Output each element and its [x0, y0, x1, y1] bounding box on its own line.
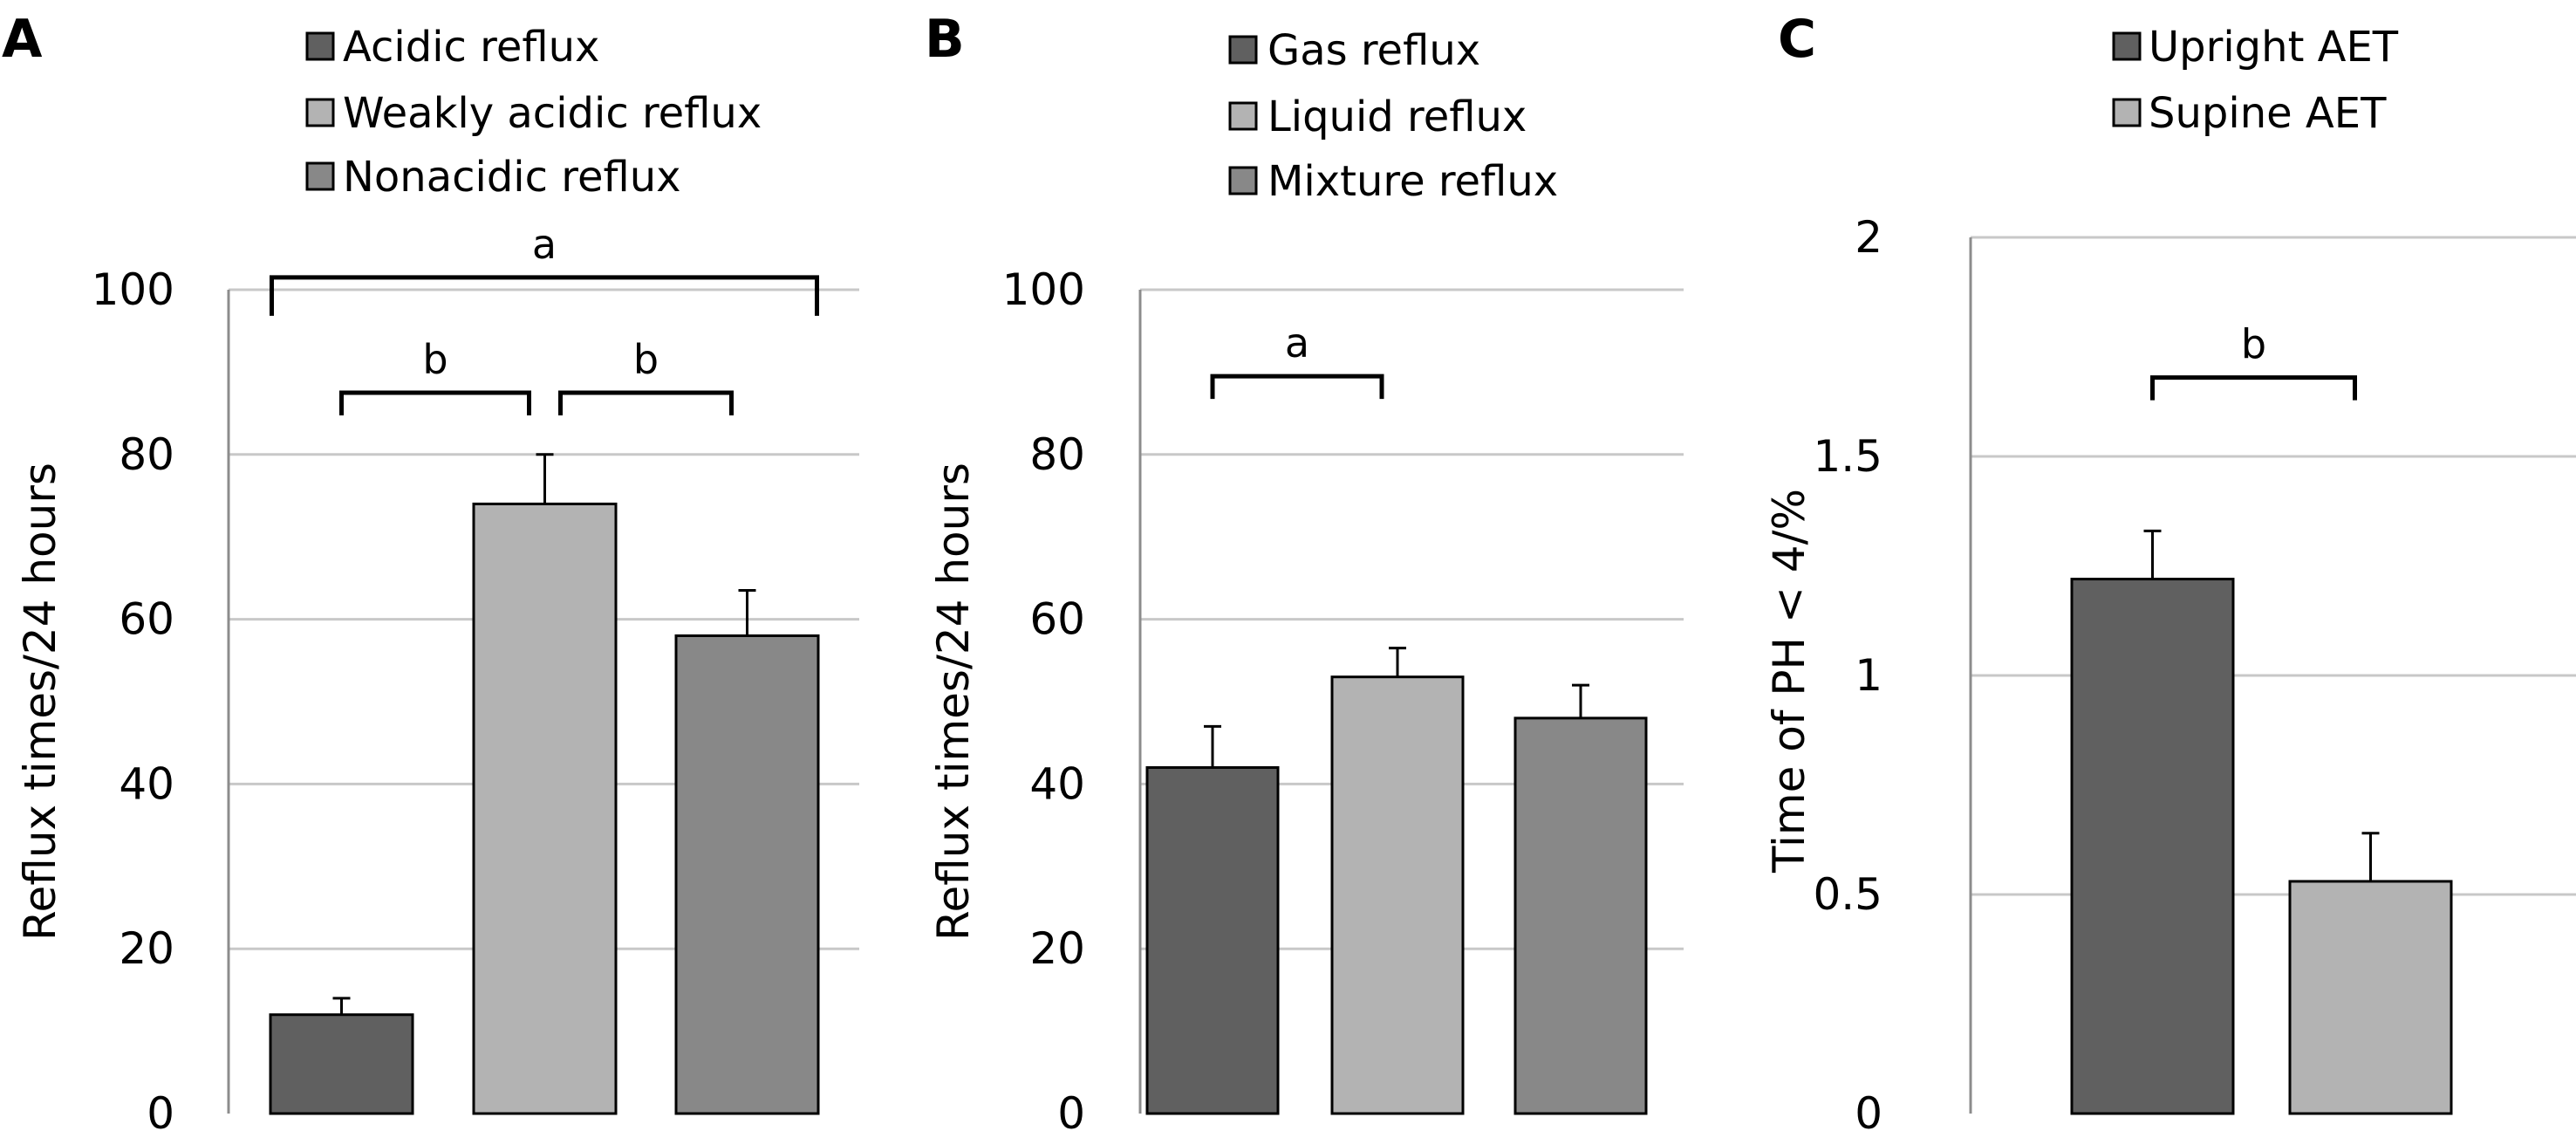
chart-panel-b: B Gas reflux Liquid reflux Mixture reflux 0 2… [925, 9, 1684, 1131]
y-tick-label: 60 [119, 594, 174, 645]
y-tick-label: 0.5 [1813, 869, 1882, 920]
legend-entry: Supine AET [2149, 89, 2387, 138]
legend-entry: Liquid reflux [1268, 93, 1527, 141]
y-tick-label: 0 [1855, 1088, 1882, 1131]
y-tick-label: 40 [1029, 758, 1085, 809]
significance-bracket [1210, 374, 1384, 400]
significance-label: a [532, 221, 557, 268]
bar [2288, 880, 2453, 1115]
significance-bracket [558, 390, 734, 415]
significance-bracket [270, 275, 819, 316]
legend-swatch [2112, 31, 2142, 61]
bar [1145, 766, 1280, 1115]
chart-panel-c: C Upright AET Supine AET 0 0.5 1 1.5 2 Time of P… [1764, 9, 2576, 1131]
y-tick-label: 1.5 [1813, 431, 1882, 482]
legend-entry: Nonacidic reflux [343, 153, 681, 202]
legend-entry: Mixture reflux [1268, 157, 1558, 206]
significance-label: b [633, 336, 659, 383]
y-tick-label: 1 [1855, 650, 1882, 701]
y-axis-title: Time of PH < 4/% [1764, 489, 1814, 874]
legend-swatch [1228, 35, 1258, 65]
legend-swatch [1228, 166, 1258, 195]
significance-label: a [1285, 319, 1309, 367]
legend-entry: Gas reflux [1268, 26, 1480, 75]
legend-entry: Acidic reflux [343, 23, 599, 72]
y-axis-title: Reflux times/24 hours [15, 463, 65, 941]
y-tick-label: 0 [1057, 1088, 1085, 1131]
legend-swatch [305, 98, 335, 127]
bar [472, 502, 618, 1115]
y-tick-label: 80 [119, 429, 174, 480]
bar [269, 1013, 414, 1115]
chart-panel-a: A Acidic reflux Weakly acidic reflux Nonaci… [2, 9, 859, 1131]
y-tick-label: 0 [147, 1088, 174, 1131]
y-tick-label: 2 [1855, 212, 1882, 263]
legend-swatch [305, 31, 335, 61]
panel-letter: B [925, 9, 965, 70]
significance-bracket [2150, 375, 2357, 401]
panel-letter: A [2, 9, 43, 70]
y-tick-label: 100 [1002, 264, 1085, 315]
legend-swatch [305, 161, 335, 191]
y-tick-label: 20 [119, 923, 174, 974]
legend-entry: Upright AET [2149, 23, 2399, 72]
y-axis-title: Reflux times/24 hours [928, 463, 979, 941]
legend-entry: Weakly acidic reflux [343, 89, 762, 138]
y-tick-label: 40 [119, 758, 174, 809]
bar [2070, 578, 2235, 1115]
bar [674, 634, 820, 1115]
panel-letter: C [1778, 9, 1816, 70]
y-tick-label: 20 [1029, 923, 1085, 974]
y-tick-label: 60 [1029, 594, 1085, 645]
y-tick-label: 80 [1029, 429, 1085, 480]
legend-swatch [2112, 98, 2142, 127]
legend-swatch [1228, 101, 1258, 131]
significance-bracket [339, 390, 531, 415]
y-tick-label: 100 [92, 264, 174, 315]
significance-label: b [422, 336, 448, 383]
bar [1330, 675, 1465, 1115]
significance-label: b [2241, 321, 2266, 368]
bar [1513, 716, 1648, 1115]
